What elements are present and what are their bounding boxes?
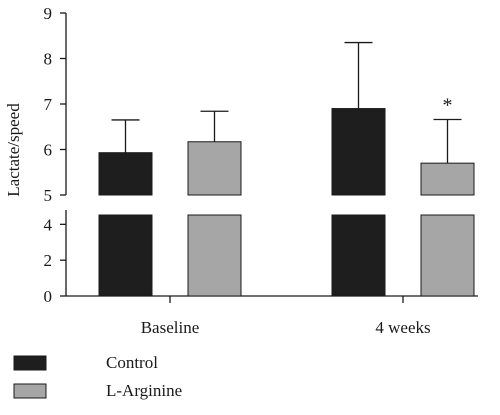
x-tick-label: Baseline bbox=[141, 318, 200, 337]
y-tick-label: 9 bbox=[44, 4, 53, 23]
y-axis-label: Lactate/speed bbox=[4, 103, 23, 197]
bar-lower bbox=[331, 214, 386, 297]
bar bbox=[331, 108, 386, 196]
y-tick-label: 6 bbox=[44, 141, 53, 160]
bars bbox=[98, 108, 475, 297]
bar-lower bbox=[187, 214, 242, 297]
bar-lower bbox=[98, 214, 153, 297]
bar bbox=[98, 152, 153, 196]
bar-lower bbox=[420, 214, 475, 297]
y-tick-label: 8 bbox=[44, 50, 53, 69]
legend-label: Control bbox=[106, 353, 158, 372]
y-tick-label: 2 bbox=[44, 251, 53, 270]
bar bbox=[187, 141, 242, 196]
legend-swatch bbox=[13, 383, 47, 399]
y-tick-label: 0 bbox=[44, 287, 53, 306]
x-tick-label: 4 weeks bbox=[375, 318, 430, 337]
y-tick-label: 5 bbox=[44, 186, 53, 205]
legend-swatch bbox=[13, 355, 47, 371]
y-tick-label: 7 bbox=[44, 95, 53, 114]
ticks: 5 6 7 8 9 0 2 4 Baseline 4 weeks bbox=[44, 4, 431, 337]
legend-label: L-Arginine bbox=[106, 381, 182, 400]
significance-marker: * bbox=[443, 94, 453, 116]
error-bars: * bbox=[111, 41, 462, 164]
y-tick-label: 4 bbox=[44, 215, 53, 234]
legend: Control L-Arginine bbox=[13, 353, 182, 400]
bar bbox=[420, 162, 475, 196]
